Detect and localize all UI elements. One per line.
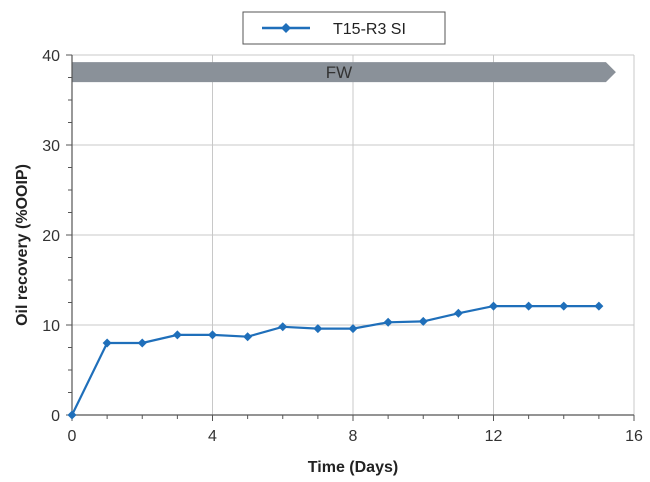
legend: T15-R3 SI [242,11,446,45]
data-point [172,330,182,340]
data-point [418,316,428,326]
fw-band-arrow [72,62,616,83]
data-point [524,301,534,311]
x-tick-label: 8 [349,428,358,445]
x-tick-label: 12 [485,428,503,445]
data-point [137,338,147,348]
y-tick-label: 20 [42,228,60,245]
data-point [208,330,217,340]
data-point [348,324,358,334]
x-tick-label: 0 [68,428,77,445]
x-axis-title: Time (Days) [308,459,398,476]
data-point [453,308,463,318]
fw-band: FW [72,62,616,83]
x-tick-label: 16 [625,428,643,445]
tick-labels: 0 4 8 12 16 0 10 20 30 40 [42,48,643,445]
data-point [313,324,323,334]
y-tick-label: 30 [42,138,60,155]
y-tick-label: 40 [42,48,60,65]
legend-marker-swatch [281,23,291,33]
y-tick-label: 10 [42,318,60,335]
y-axis-title: Oil recovery (%OOIP) [14,164,31,326]
grid-lines [72,54,635,415]
data-point [594,301,604,311]
data-point [383,317,393,327]
fw-band-label: FW [326,63,352,82]
series-group [67,301,604,420]
data-point [559,301,569,311]
data-point [489,301,498,311]
x-tick-label: 4 [208,428,217,445]
data-point [67,410,77,420]
series-line [71,305,599,416]
legend-label: T15-R3 SI [333,21,406,38]
data-point [243,332,253,342]
data-point [278,322,288,332]
data-point [102,338,112,348]
y-tick-label: 0 [51,408,60,425]
axes [66,54,635,421]
